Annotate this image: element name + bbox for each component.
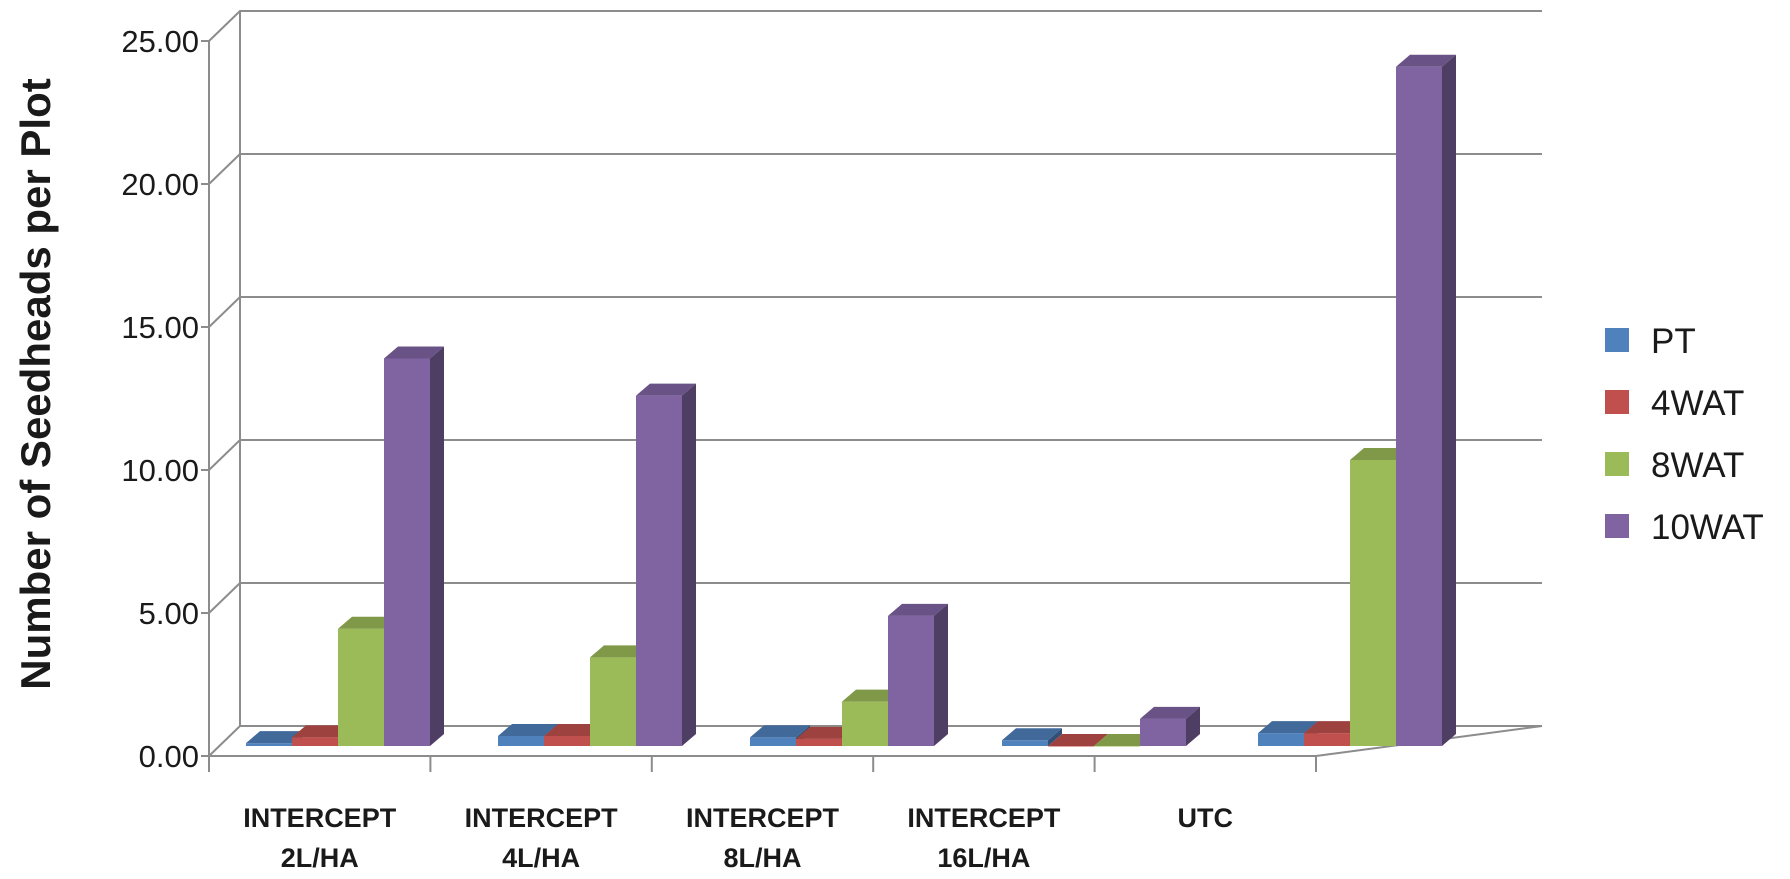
x-category-label: INTERCEPT bbox=[243, 803, 397, 833]
bar-side bbox=[1048, 728, 1062, 746]
bar-front bbox=[544, 735, 590, 746]
y-tick-label: 25.00 bbox=[121, 24, 199, 59]
bar-front bbox=[750, 737, 796, 746]
bar-top bbox=[1258, 721, 1318, 734]
bar-top bbox=[292, 725, 352, 738]
bar-top bbox=[1002, 728, 1062, 741]
bar-front bbox=[1094, 746, 1140, 747]
bar bbox=[636, 383, 696, 746]
bar-top bbox=[842, 689, 902, 702]
y-axis-title: Number of Seedheads per Plot bbox=[12, 78, 59, 689]
gridlines bbox=[208, 10, 1542, 757]
bar-front bbox=[1002, 740, 1048, 746]
bar-front bbox=[888, 615, 934, 746]
bar-top bbox=[544, 723, 604, 736]
bar bbox=[1140, 706, 1200, 746]
bar-front bbox=[1258, 733, 1304, 746]
bar-side bbox=[1186, 706, 1200, 746]
bar-side bbox=[1442, 54, 1456, 746]
legend-swatch bbox=[1605, 514, 1629, 538]
legend-item: 4WAT bbox=[1605, 384, 1744, 423]
bar-front bbox=[1140, 718, 1186, 746]
bar bbox=[384, 346, 444, 746]
x-category-label: 2L/HA bbox=[281, 843, 359, 873]
legend-label: 10WAT bbox=[1651, 508, 1764, 547]
legend-swatch bbox=[1605, 390, 1629, 414]
bar-front bbox=[292, 737, 338, 746]
bar-top bbox=[796, 726, 856, 739]
x-category-label: INTERCEPT bbox=[907, 803, 1061, 833]
gridline bbox=[208, 10, 1542, 42]
bar-front bbox=[246, 743, 292, 746]
legend: PT 4WAT 8WAT 10WAT bbox=[1605, 322, 1764, 547]
bar-top bbox=[498, 723, 558, 736]
y-tick-label: 0.00 bbox=[139, 739, 199, 774]
bars bbox=[246, 54, 1456, 747]
bar-front bbox=[1350, 460, 1396, 746]
legend-label: 4WAT bbox=[1651, 384, 1744, 423]
bar-front bbox=[1304, 733, 1350, 746]
bar-side bbox=[682, 383, 696, 746]
bar-front bbox=[384, 358, 430, 746]
bar-top bbox=[888, 603, 948, 616]
gridline bbox=[208, 582, 1542, 614]
bar-top bbox=[1396, 54, 1456, 67]
y-tick-label: 10.00 bbox=[121, 453, 199, 488]
bar-side bbox=[430, 346, 444, 746]
bar bbox=[1048, 734, 1108, 747]
bar-top bbox=[384, 346, 444, 359]
x-category-label: UTC bbox=[1178, 803, 1234, 833]
x-axis-categories: INTERCEPT 2L/HA INTERCEPT 4L/HA INTERCEPT 8L/… bbox=[243, 803, 1233, 873]
bar bbox=[1396, 54, 1456, 746]
bar-front bbox=[636, 395, 682, 746]
legend-label: 8WAT bbox=[1651, 446, 1744, 485]
bar-front bbox=[1396, 66, 1442, 746]
x-category-label: 8L/HA bbox=[723, 843, 801, 873]
bar bbox=[1094, 734, 1154, 747]
gridline bbox=[208, 296, 1542, 328]
bar bbox=[888, 603, 948, 746]
x-category-label: 4L/HA bbox=[502, 843, 580, 873]
bar-top bbox=[1350, 448, 1410, 460]
bar-top bbox=[636, 383, 696, 396]
legend-swatch bbox=[1605, 452, 1629, 476]
legend-label: PT bbox=[1651, 322, 1696, 361]
bar-front bbox=[338, 628, 384, 746]
bar-top bbox=[1140, 706, 1200, 719]
gridline bbox=[208, 153, 1542, 185]
gridline bbox=[208, 439, 1542, 471]
bar-top bbox=[246, 731, 306, 744]
bar-front bbox=[842, 701, 888, 746]
y-tick-label: 5.00 bbox=[139, 596, 199, 631]
bar-top bbox=[338, 616, 398, 629]
bar-front bbox=[590, 657, 636, 746]
x-category-label: INTERCEPT bbox=[465, 803, 619, 833]
gridline bbox=[208, 725, 1542, 757]
legend-item: PT bbox=[1605, 322, 1696, 361]
bar-front bbox=[498, 735, 544, 746]
bar-side bbox=[934, 603, 948, 746]
bar-front bbox=[796, 738, 842, 746]
legend-item: 8WAT bbox=[1605, 446, 1744, 485]
y-tick-label: 20.00 bbox=[121, 167, 199, 202]
x-category-label: 16L/HA bbox=[937, 843, 1030, 873]
x-category-label: INTERCEPT bbox=[686, 803, 840, 833]
legend-swatch bbox=[1605, 328, 1629, 352]
y-axis-ticks: 0.00 5.00 10.00 15.00 20.00 25.00 bbox=[121, 24, 209, 774]
bar-top bbox=[1304, 721, 1364, 734]
bar-top bbox=[750, 725, 810, 738]
chart-walls bbox=[208, 11, 241, 756]
bar-top bbox=[1094, 734, 1154, 746]
y-tick-label: 15.00 bbox=[121, 310, 199, 345]
bar bbox=[1002, 728, 1062, 746]
bar-top bbox=[590, 645, 650, 658]
legend-item: 10WAT bbox=[1605, 508, 1764, 547]
bar-front bbox=[1048, 746, 1094, 747]
bar-top bbox=[1048, 734, 1108, 746]
